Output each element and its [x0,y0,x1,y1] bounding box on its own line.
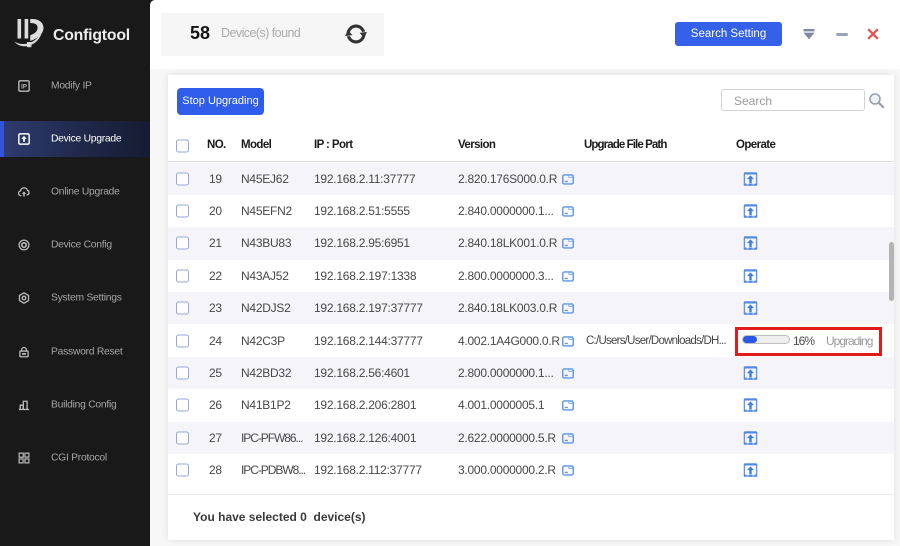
svg-text:IP: IP [21,84,27,90]
